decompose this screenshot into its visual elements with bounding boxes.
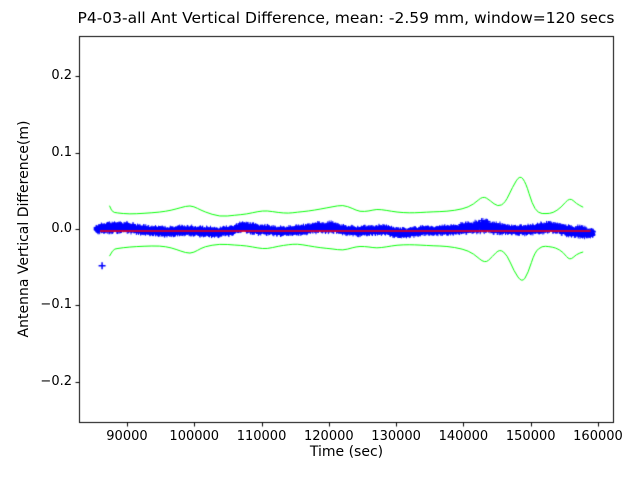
x-tick-label: 130000 [371,429,421,444]
y-tick-label: 0.0 [51,221,72,236]
x-tick-label: 140000 [438,429,489,444]
y-tick-label: −0.2 [40,373,72,389]
y-tick-label: −0.1 [40,297,72,313]
x-tick-label: 150000 [505,429,556,444]
x-axis-label: Time (sec) [309,444,384,460]
x-tick-label: 110000 [236,429,287,444]
x-tick-label: 90000 [106,429,148,444]
x-tick-label: 100000 [169,429,220,444]
y-tick-label: 0.2 [51,68,72,84]
x-tick-label: 160000 [573,429,623,444]
x-tick-label: 120000 [304,429,354,444]
y-tick-label: 0.1 [51,144,72,160]
